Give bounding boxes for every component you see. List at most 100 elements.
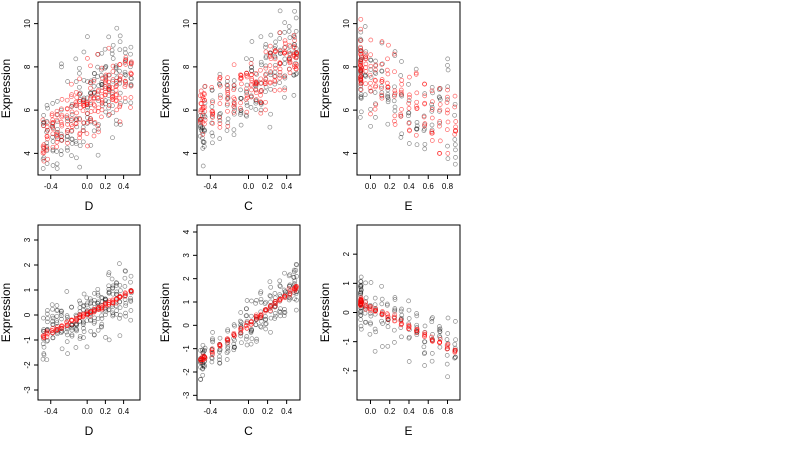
series-observed [357,24,458,167]
data-point-fitted [277,75,282,81]
data-point-fitted [45,156,50,162]
data-point-observed [77,305,83,311]
y-tick-label: 6 [182,107,191,112]
data-point-observed [379,68,385,74]
y-tick-label: 3 [23,237,32,242]
data-point-observed [96,83,101,88]
data-point-observed [118,288,123,293]
data-point-fitted [202,83,208,89]
data-point-fitted [253,313,259,319]
data-point-fitted [95,52,100,57]
data-point-fitted [54,326,60,332]
data-point-observed [444,337,450,342]
data-point-fitted [99,101,105,106]
data-point-observed [379,318,384,324]
y-axis-label: Expression [0,283,13,342]
data-point-observed [44,311,50,317]
data-point-observed [372,302,378,308]
data-point-fitted [41,158,47,164]
data-point-observed [392,340,397,345]
data-point-observed [253,98,259,104]
data-point-observed [445,315,451,321]
data-point-observed [85,34,90,39]
data-point-fitted [103,92,108,98]
data-point-observed [358,285,364,291]
data-point-observed [244,306,249,312]
x-tick-label: 0.0 [82,182,94,191]
data-point-fitted [54,139,60,145]
data-point-fitted [110,300,116,305]
data-point-observed [445,97,450,102]
data-point-fitted [74,95,80,100]
data-point-fitted [414,330,419,336]
data-point-fitted [445,87,450,93]
data-point-fitted [103,89,108,95]
data-point-observed [282,20,288,25]
data-point-fitted [258,110,264,116]
data-point-observed [358,308,364,314]
data-point-observed [114,289,120,295]
data-point-observed [117,47,123,53]
data-point-fitted [452,131,458,137]
data-point-observed [358,312,364,318]
data-point-observed [81,335,86,340]
data-point-fitted [368,52,373,58]
data-point-observed [114,75,120,81]
data-point-observed [113,303,119,309]
data-point-observed [85,79,90,84]
data-point-fitted [367,72,373,78]
data-point-observed [273,39,278,45]
data-point-observed [210,339,216,345]
data-point-fitted [253,87,259,93]
data-point-fitted [77,99,82,104]
data-point-observed [117,305,123,310]
data-point-observed [392,108,398,114]
data-point-observed [232,344,238,350]
x-tick-label: -0.4 [44,182,58,191]
data-point-fitted [277,69,283,75]
data-point-observed [110,291,116,297]
data-point-observed [59,61,64,67]
x-tick-label: 0.2 [262,407,274,416]
data-point-observed [291,93,297,98]
y-axis-label: Expression [158,59,172,118]
data-point-fitted [217,341,222,347]
data-point-observed [92,319,97,325]
data-point-observed [362,92,368,98]
data-point-observed [445,56,451,62]
data-point-observed [84,318,90,324]
data-point-observed [74,155,79,161]
data-point-observed [106,287,112,292]
data-point-fitted [398,318,404,324]
data-point-observed [217,360,223,366]
data-point-observed [384,302,390,308]
data-point-fitted [91,307,97,312]
data-point-observed [95,300,100,306]
data-point-observed [238,107,244,113]
data-point-fitted [217,115,222,121]
data-point-fitted [95,95,100,101]
data-point-observed [65,332,70,338]
data-point-observed [55,126,60,132]
data-point-observed [277,308,282,314]
data-point-fitted [363,54,368,60]
data-point-fitted [392,90,398,96]
y-tick-label: 6 [342,107,351,112]
data-point-observed [98,67,104,73]
data-point-observed [286,29,292,34]
data-point-fitted [73,121,79,126]
x-tick-label: 0.2 [262,182,274,191]
data-point-observed [263,321,268,327]
data-point-observed [69,141,75,146]
data-point-fitted [358,80,364,85]
data-point-fitted [291,32,297,38]
data-point-fitted [231,87,237,93]
data-point-observed [103,296,108,302]
data-point-observed [453,147,458,153]
data-point-observed [84,302,90,308]
data-point-fitted [84,111,90,116]
data-point-observed [268,72,274,78]
data-point-observed [414,313,420,319]
data-point-observed [69,136,75,142]
data-point-observed [362,24,368,29]
